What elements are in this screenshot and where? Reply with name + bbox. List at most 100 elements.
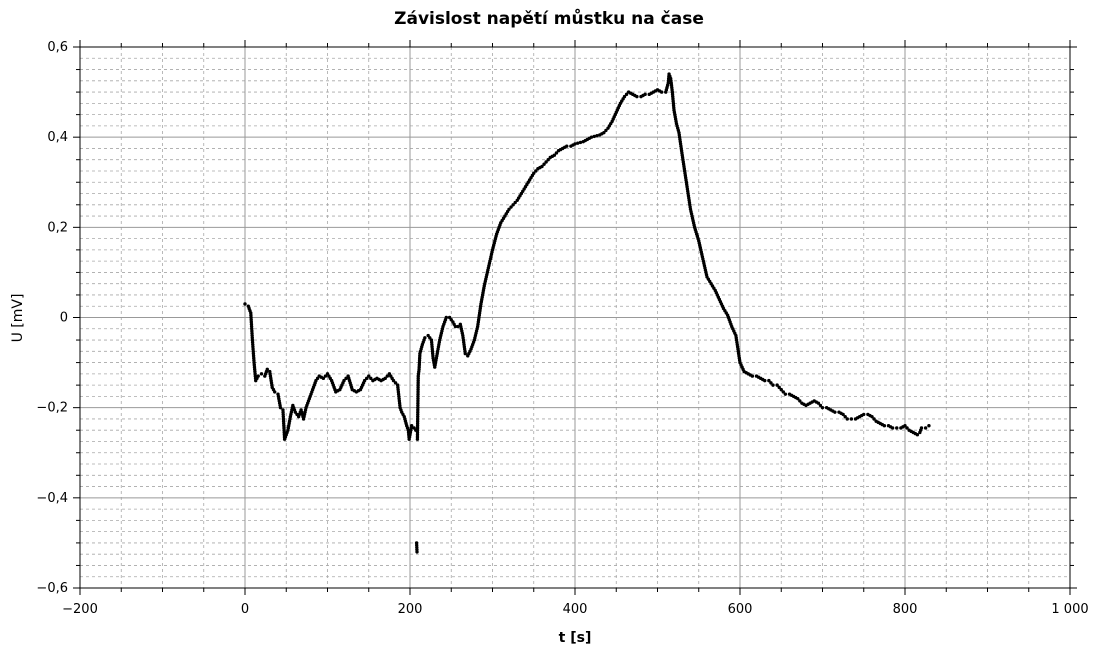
data-point xyxy=(456,324,460,329)
chart-title: Závislost napětí můstku na čase xyxy=(394,7,704,29)
data-point xyxy=(362,378,367,383)
y-tick-label: 0,4 xyxy=(47,130,68,145)
x-tick-label: 1 000 xyxy=(1051,602,1088,617)
data-point xyxy=(544,160,548,164)
data-point xyxy=(415,550,419,554)
data-point xyxy=(573,142,577,146)
data-point xyxy=(321,376,326,381)
data-point xyxy=(622,94,627,99)
data-point xyxy=(393,381,398,385)
data-point xyxy=(409,424,414,428)
data-point xyxy=(750,374,755,378)
data-point xyxy=(369,376,373,381)
data-point xyxy=(927,424,931,428)
y-tick-label: −0,4 xyxy=(36,491,68,506)
data-point xyxy=(540,164,544,169)
data-point xyxy=(364,376,369,381)
data-point xyxy=(635,94,639,99)
data-point xyxy=(798,399,802,403)
data-point xyxy=(905,426,909,430)
data-point xyxy=(507,207,511,211)
x-tick-label: 200 xyxy=(398,602,423,617)
data-point xyxy=(767,378,771,383)
data-point xyxy=(595,133,599,138)
plot-frame xyxy=(79,46,1071,589)
data-point xyxy=(342,378,346,383)
data-point xyxy=(391,378,396,383)
data-point xyxy=(385,374,390,378)
data-point xyxy=(890,426,895,430)
data-point xyxy=(624,92,629,97)
data-point xyxy=(895,426,899,430)
x-axis-label: t [s] xyxy=(559,630,592,646)
x-tick-labels: −200 0 200 400 600 800 1 000 xyxy=(62,602,1088,617)
data-point xyxy=(463,351,467,356)
data-point xyxy=(783,392,788,396)
x-tick-label: 800 xyxy=(893,602,918,617)
data-point xyxy=(589,135,594,139)
data-point xyxy=(833,410,837,414)
x-tick-label: −200 xyxy=(62,602,98,617)
data-point xyxy=(383,376,387,381)
data-point xyxy=(511,203,515,207)
data-point xyxy=(532,171,536,175)
data-point xyxy=(849,417,854,421)
data-point xyxy=(915,433,920,437)
y-tick-label: 0,6 xyxy=(47,40,68,55)
x-tick-label: 600 xyxy=(728,602,753,617)
data-point xyxy=(872,417,876,421)
data-point xyxy=(259,372,264,376)
data-point xyxy=(919,426,924,430)
ticks xyxy=(73,40,1077,595)
data-point xyxy=(273,390,277,394)
data-point xyxy=(796,396,800,401)
data-point xyxy=(763,378,767,383)
data-point xyxy=(903,424,907,428)
data-point xyxy=(923,426,928,430)
data-point xyxy=(643,92,647,97)
data-point xyxy=(552,153,557,157)
y-tick-labels: −0,6 −0,4 −0,2 0 0,2 0,4 0,6 xyxy=(36,40,68,596)
data-point xyxy=(870,414,874,419)
data-point xyxy=(604,128,608,133)
data-point xyxy=(769,381,773,385)
data-points xyxy=(243,72,931,554)
y-axis-label: U [mV] xyxy=(10,294,26,343)
data-point xyxy=(775,383,779,387)
data-point xyxy=(592,134,596,139)
data-point xyxy=(659,90,664,94)
data-point xyxy=(779,387,783,392)
data-point xyxy=(256,374,260,378)
data-point xyxy=(843,414,847,419)
data-point xyxy=(444,315,448,320)
data-point xyxy=(513,200,517,205)
data-point xyxy=(882,424,887,428)
data-point xyxy=(367,374,371,378)
data-point xyxy=(453,324,458,329)
y-tick-label: −0,2 xyxy=(36,401,68,416)
data-point xyxy=(602,130,606,135)
data-point xyxy=(265,367,269,372)
data-point xyxy=(820,405,825,410)
x-tick-label: 400 xyxy=(563,602,588,617)
data-point xyxy=(565,144,569,148)
x-tick-label: 0 xyxy=(241,602,249,617)
data-point xyxy=(777,385,781,390)
data-point xyxy=(243,302,247,306)
y-tick-label: −0,6 xyxy=(36,581,68,596)
data-point xyxy=(771,383,775,387)
data-point xyxy=(278,405,283,410)
data-point xyxy=(578,140,583,145)
data-point xyxy=(845,417,849,421)
y-tick-label: 0,2 xyxy=(47,220,68,235)
data-point xyxy=(423,336,427,340)
data-point xyxy=(509,205,513,209)
data-point xyxy=(862,412,866,417)
data-point xyxy=(816,401,821,405)
data-point xyxy=(344,376,348,381)
data-point xyxy=(576,141,580,145)
y-tick-label: 0 xyxy=(60,311,68,326)
data-point xyxy=(818,403,823,408)
